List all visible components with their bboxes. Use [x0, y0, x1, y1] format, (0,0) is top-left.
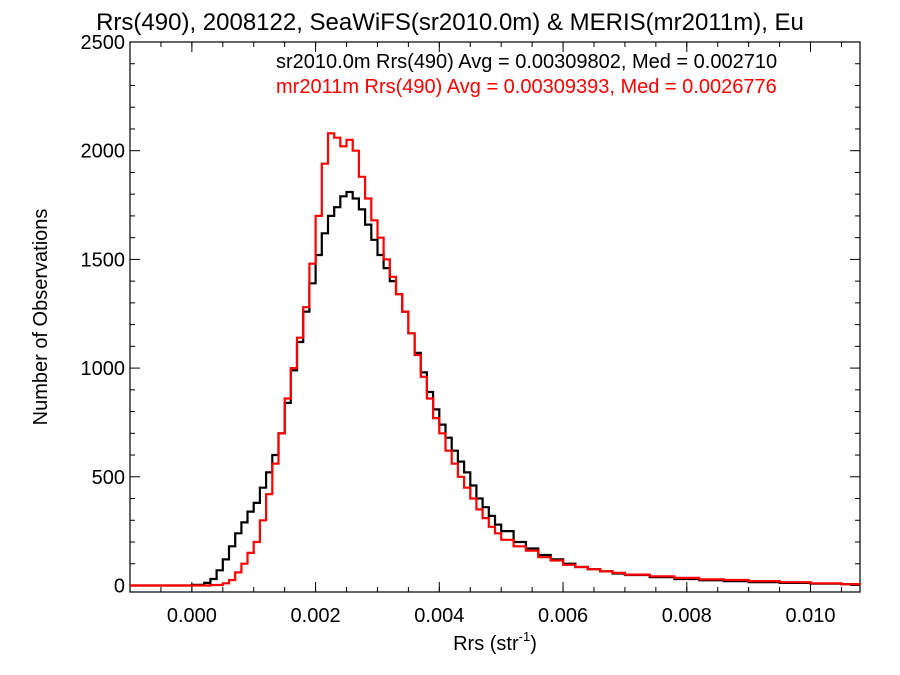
series-layer — [130, 132, 862, 587]
chart-title: Rrs(490), 2008122, SeaWiFS(sr2010.0m) & … — [96, 9, 804, 36]
x-tick-label: 0.010 — [785, 605, 835, 627]
annotation-layer: sr2010.0m Rrs(490) Avg = 0.00309802, Med… — [276, 51, 777, 98]
histogram-series-2 — [130, 132, 862, 587]
x-axis-label-superscript: -1 — [519, 629, 531, 644]
plot-frame — [129, 41, 861, 593]
stats-annotation-2: mr2011m Rrs(490) Avg = 0.00309393, Med =… — [276, 76, 777, 98]
x-axis-label-close: ) — [530, 633, 537, 655]
x-tick-label: 0.008 — [662, 605, 712, 627]
y-axis-label: Number of Observations — [30, 209, 52, 426]
y-tick-label: 2000 — [81, 141, 126, 163]
stats-annotation-1: sr2010.0m Rrs(490) Avg = 0.00309802, Med… — [276, 51, 777, 73]
y-tick-label: 2500 — [81, 32, 126, 54]
axis-ticks: 0.000 0.002 0.004 0.006 0.008 0.010 0 500 1000 15… — [81, 32, 860, 627]
y-tick-label: 1000 — [81, 358, 126, 380]
x-tick-label: 0.006 — [538, 605, 588, 627]
y-tick-label: 0 — [114, 575, 125, 597]
y-tick-label: 1500 — [81, 249, 126, 271]
x-axis-label: Rrs (str-1) — [453, 629, 537, 655]
x-tick-label: 0.000 — [167, 605, 217, 627]
x-tick-label: 0.004 — [414, 605, 464, 627]
x-axis-label-main: Rrs (str — [453, 633, 519, 655]
y-tick-label: 500 — [92, 467, 125, 489]
x-tick-label: 0.002 — [291, 605, 341, 627]
